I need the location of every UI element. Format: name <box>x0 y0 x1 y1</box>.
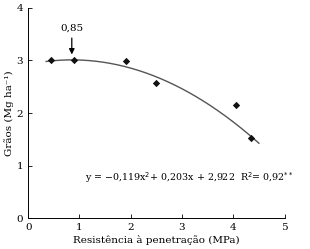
Text: 0,85: 0,85 <box>60 23 83 53</box>
Point <box>233 103 238 107</box>
Point <box>72 58 77 62</box>
Point <box>154 81 159 85</box>
Point <box>249 136 254 140</box>
Point <box>49 58 54 62</box>
X-axis label: Resistência à penetração (MPa): Resistência à penetração (MPa) <box>73 235 240 245</box>
Y-axis label: Grãos (Mg ha⁻¹): Grãos (Mg ha⁻¹) <box>4 70 14 156</box>
Point <box>123 59 128 63</box>
Text: y = $-$0,119x$^{2}$+ 0,203x + 2,922  R$^{2}$= 0,92$^{**}$: y = $-$0,119x$^{2}$+ 0,203x + 2,922 R$^{… <box>85 170 293 185</box>
